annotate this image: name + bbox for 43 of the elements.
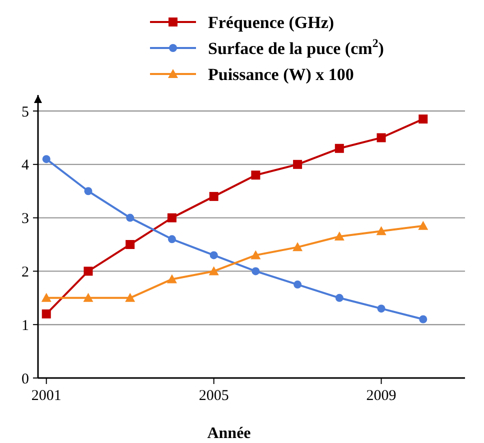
point bbox=[335, 294, 344, 302]
point bbox=[126, 214, 134, 222]
point bbox=[418, 114, 428, 124]
point bbox=[42, 309, 51, 318]
point bbox=[210, 251, 218, 260]
y-tick-label: 3 bbox=[22, 211, 29, 228]
point bbox=[376, 133, 386, 142]
legend-label: Puissance (W) x 100 bbox=[208, 64, 354, 84]
y-tick-label: 0 bbox=[22, 371, 29, 388]
point bbox=[292, 242, 303, 252]
point bbox=[251, 170, 260, 180]
point bbox=[418, 220, 428, 230]
point bbox=[126, 240, 135, 250]
legend-label: Fréquence (GHz) bbox=[208, 12, 334, 32]
point bbox=[84, 187, 92, 196]
point bbox=[83, 292, 94, 302]
x-tick-label: 2009 bbox=[366, 388, 396, 404]
point bbox=[250, 250, 261, 260]
point bbox=[41, 292, 52, 302]
y-tick-label: 4 bbox=[22, 158, 30, 174]
x-tick-label: 2005 bbox=[198, 388, 229, 404]
point bbox=[209, 192, 218, 201]
point bbox=[377, 304, 386, 313]
y-tick-label: 5 bbox=[22, 104, 29, 120]
point bbox=[84, 266, 93, 276]
x-tick-label: 2001 bbox=[31, 388, 62, 404]
point bbox=[293, 160, 302, 169]
point bbox=[334, 232, 344, 240]
legend-label: Surface de la puce (cm$^{2}$) bbox=[208, 36, 384, 58]
x-axis-title: Année bbox=[207, 425, 251, 442]
point bbox=[294, 280, 302, 289]
point bbox=[376, 226, 386, 236]
y-tick-label: 1 bbox=[22, 318, 29, 334]
point bbox=[166, 274, 177, 284]
point bbox=[334, 144, 344, 153]
point bbox=[42, 155, 50, 164]
point bbox=[167, 213, 176, 222]
point bbox=[252, 267, 260, 276]
point bbox=[208, 266, 219, 276]
point bbox=[168, 235, 176, 244]
point bbox=[419, 315, 428, 324]
y-tick-label: 2 bbox=[22, 264, 29, 280]
point bbox=[125, 292, 136, 302]
